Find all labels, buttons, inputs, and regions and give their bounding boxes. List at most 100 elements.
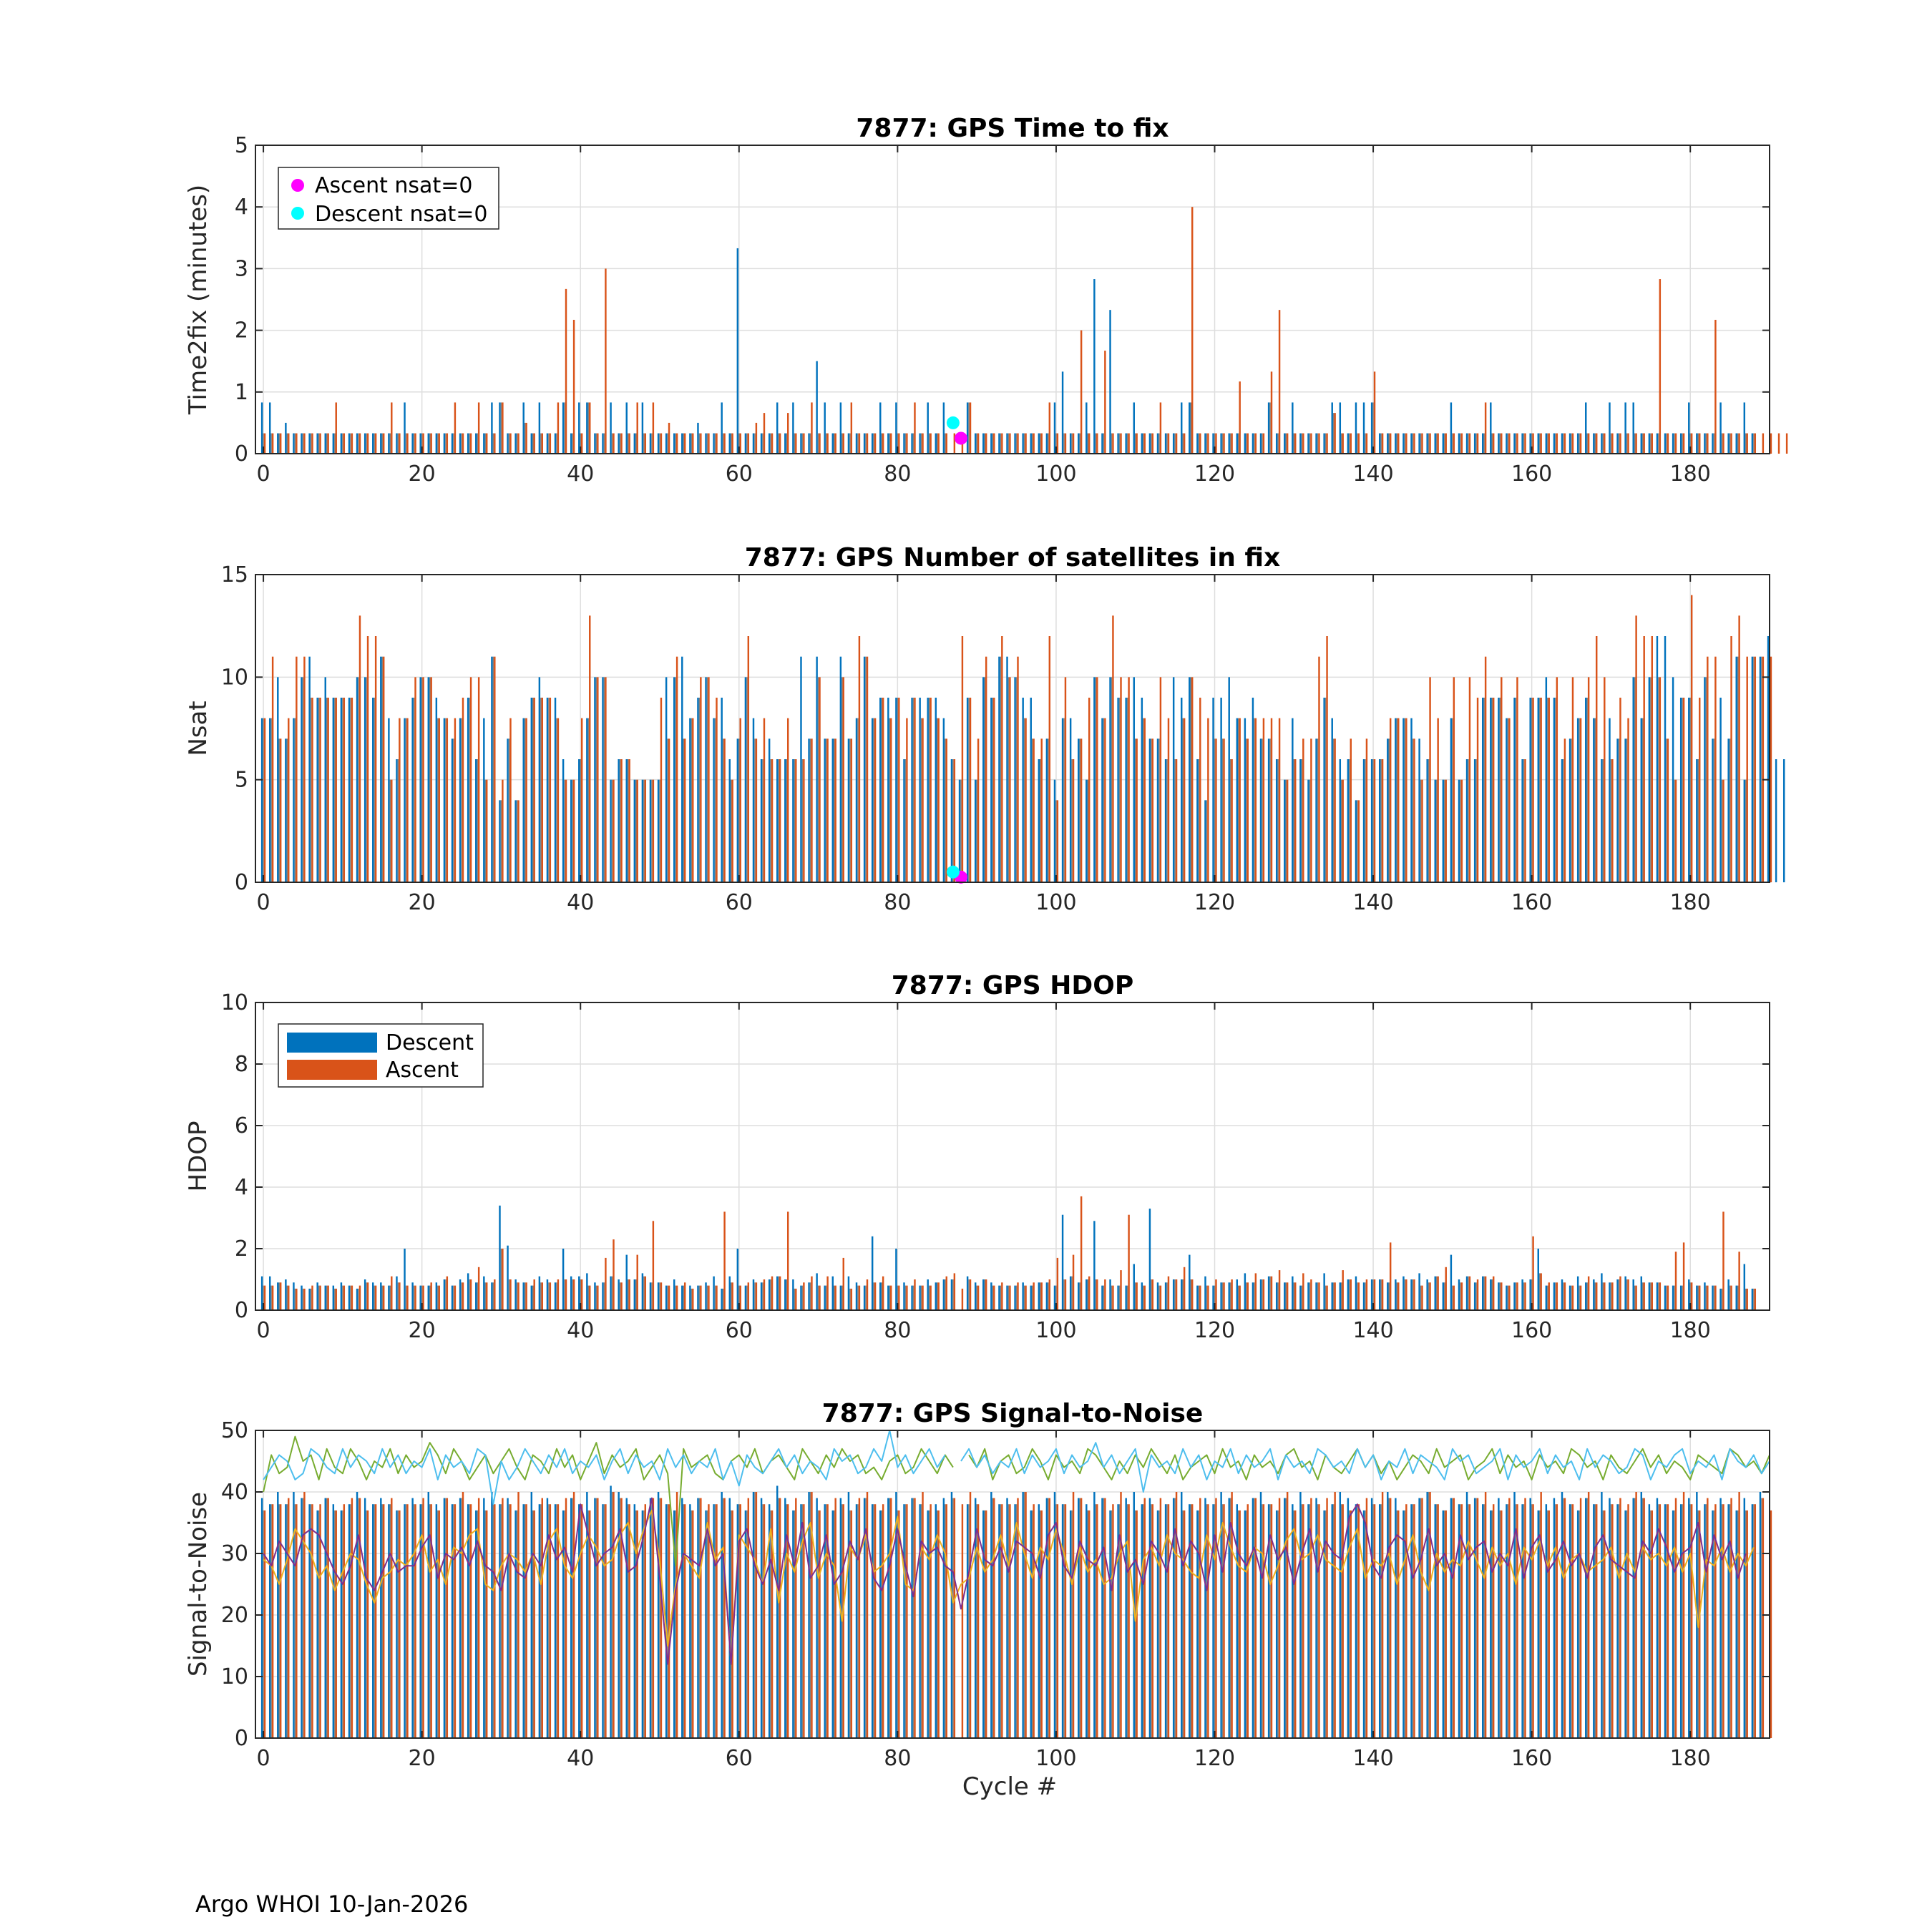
ascent-bar [1445, 779, 1447, 882]
ascent-bar [731, 433, 733, 454]
ascent-bar [319, 1285, 321, 1310]
descent-bar [419, 1504, 421, 1738]
ascent-bar [1508, 1285, 1511, 1310]
descent-bar [681, 1285, 683, 1310]
descent-bar [1426, 759, 1428, 882]
ascent-bar [922, 433, 924, 454]
descent-bar [728, 1276, 731, 1310]
overlap-bar [968, 402, 970, 454]
x-tick-label: 40 [567, 1746, 594, 1771]
descent-bar [1719, 1288, 1722, 1310]
ascent-bar [1254, 718, 1257, 882]
overlap-bar [1420, 779, 1422, 882]
descent-bar [1267, 402, 1270, 454]
ascent-bar [755, 422, 758, 454]
ascent-bar [1183, 1267, 1186, 1310]
descent-bar [546, 1498, 549, 1738]
ascent-bar [1532, 1236, 1534, 1310]
ascent-bar [1342, 1270, 1344, 1310]
descent-bar [1553, 1498, 1556, 1738]
descent-bar [1648, 1504, 1651, 1738]
ascent-bar [1009, 677, 1011, 882]
ascent-bar [906, 433, 908, 454]
descent-bar [1719, 402, 1722, 454]
descent-bar [1506, 433, 1508, 454]
ascent-bar [1699, 698, 1701, 882]
overlap-bar [1380, 1504, 1382, 1738]
ascent-bar [533, 1279, 535, 1310]
ascent-bar [1556, 677, 1558, 882]
x-tick-label: 0 [257, 1746, 270, 1771]
ascent-bar [1302, 1504, 1304, 1738]
overlap-bar [1658, 433, 1659, 454]
descent-bar [966, 698, 969, 882]
ascent-bar [1278, 718, 1281, 882]
descent-bar [1410, 1279, 1413, 1310]
ascent-bar [296, 433, 298, 454]
ascent-bar [1501, 1282, 1503, 1310]
ascent-bar [1120, 677, 1122, 882]
descent-bar [1601, 1273, 1603, 1310]
overlap-bar [429, 433, 431, 454]
descent-bar [998, 433, 1000, 454]
descent-bar [1426, 433, 1428, 454]
descent-bar [887, 1285, 889, 1310]
descent-bar [1244, 433, 1246, 454]
ascent-bar [866, 433, 869, 454]
descent-bar [1775, 759, 1777, 882]
descent-bar [974, 1282, 977, 1310]
ascent-bar [1207, 718, 1209, 882]
ascent-bar [898, 1510, 900, 1738]
overlap-bar [928, 433, 930, 454]
overlap-bar [809, 738, 811, 882]
ascent-bar [1738, 1252, 1740, 1310]
descent-bar [491, 656, 493, 882]
overlap-bar [691, 433, 693, 454]
descent-bar [1529, 698, 1531, 882]
ascent-bar [930, 1504, 932, 1738]
descent-bar [562, 1510, 565, 1738]
ascent-bar [795, 1498, 797, 1738]
ascent-bar [1373, 1504, 1376, 1738]
ascent-bar [882, 1276, 884, 1310]
descent-bar [1482, 698, 1484, 882]
overlap-bar [912, 1285, 914, 1310]
descent-bar [1006, 433, 1008, 454]
ascent-bar [930, 698, 932, 882]
descent-bar [514, 1279, 517, 1310]
ascent-bar [1421, 1285, 1423, 1310]
overlap-bar [429, 677, 431, 882]
descent-bar [404, 1504, 406, 1738]
ascent-bar [1017, 1498, 1019, 1738]
descent-bar [879, 1282, 882, 1310]
ascent-bar [549, 698, 552, 882]
ascent-bar [271, 1285, 274, 1310]
descent-bar [1061, 371, 1064, 454]
overlap-bar [1174, 759, 1176, 882]
descent-bar [1085, 1279, 1088, 1310]
overlap-bar [318, 1285, 320, 1310]
time-to-fix-ylabel: Time2fix (minutes) [184, 185, 213, 415]
descent-bar [1609, 1498, 1611, 1738]
descent-bar [919, 1285, 921, 1310]
descent-bar [380, 656, 382, 882]
ascent-bar [1738, 1492, 1740, 1738]
ascent-bar [1040, 433, 1043, 454]
descent-bar [816, 1273, 818, 1310]
descent-bar [800, 1504, 802, 1738]
ascent-bar [1532, 1504, 1534, 1738]
ascent-bar [668, 738, 670, 882]
descent-bar [1014, 1285, 1016, 1310]
overlap-bar [786, 759, 787, 882]
descent-bar [1712, 738, 1714, 882]
ascent-bar [1484, 656, 1487, 882]
overlap-bar [651, 779, 653, 882]
x-tick-label: 180 [1670, 890, 1711, 915]
overlap-bar [1697, 759, 1699, 882]
overlap-bar [1737, 656, 1739, 882]
overlap-bar [500, 1249, 502, 1310]
ascent-bar [977, 433, 980, 454]
descent-bar [1553, 1282, 1556, 1310]
ascent-bar [1270, 1276, 1273, 1310]
ascent-bar [382, 1285, 385, 1310]
